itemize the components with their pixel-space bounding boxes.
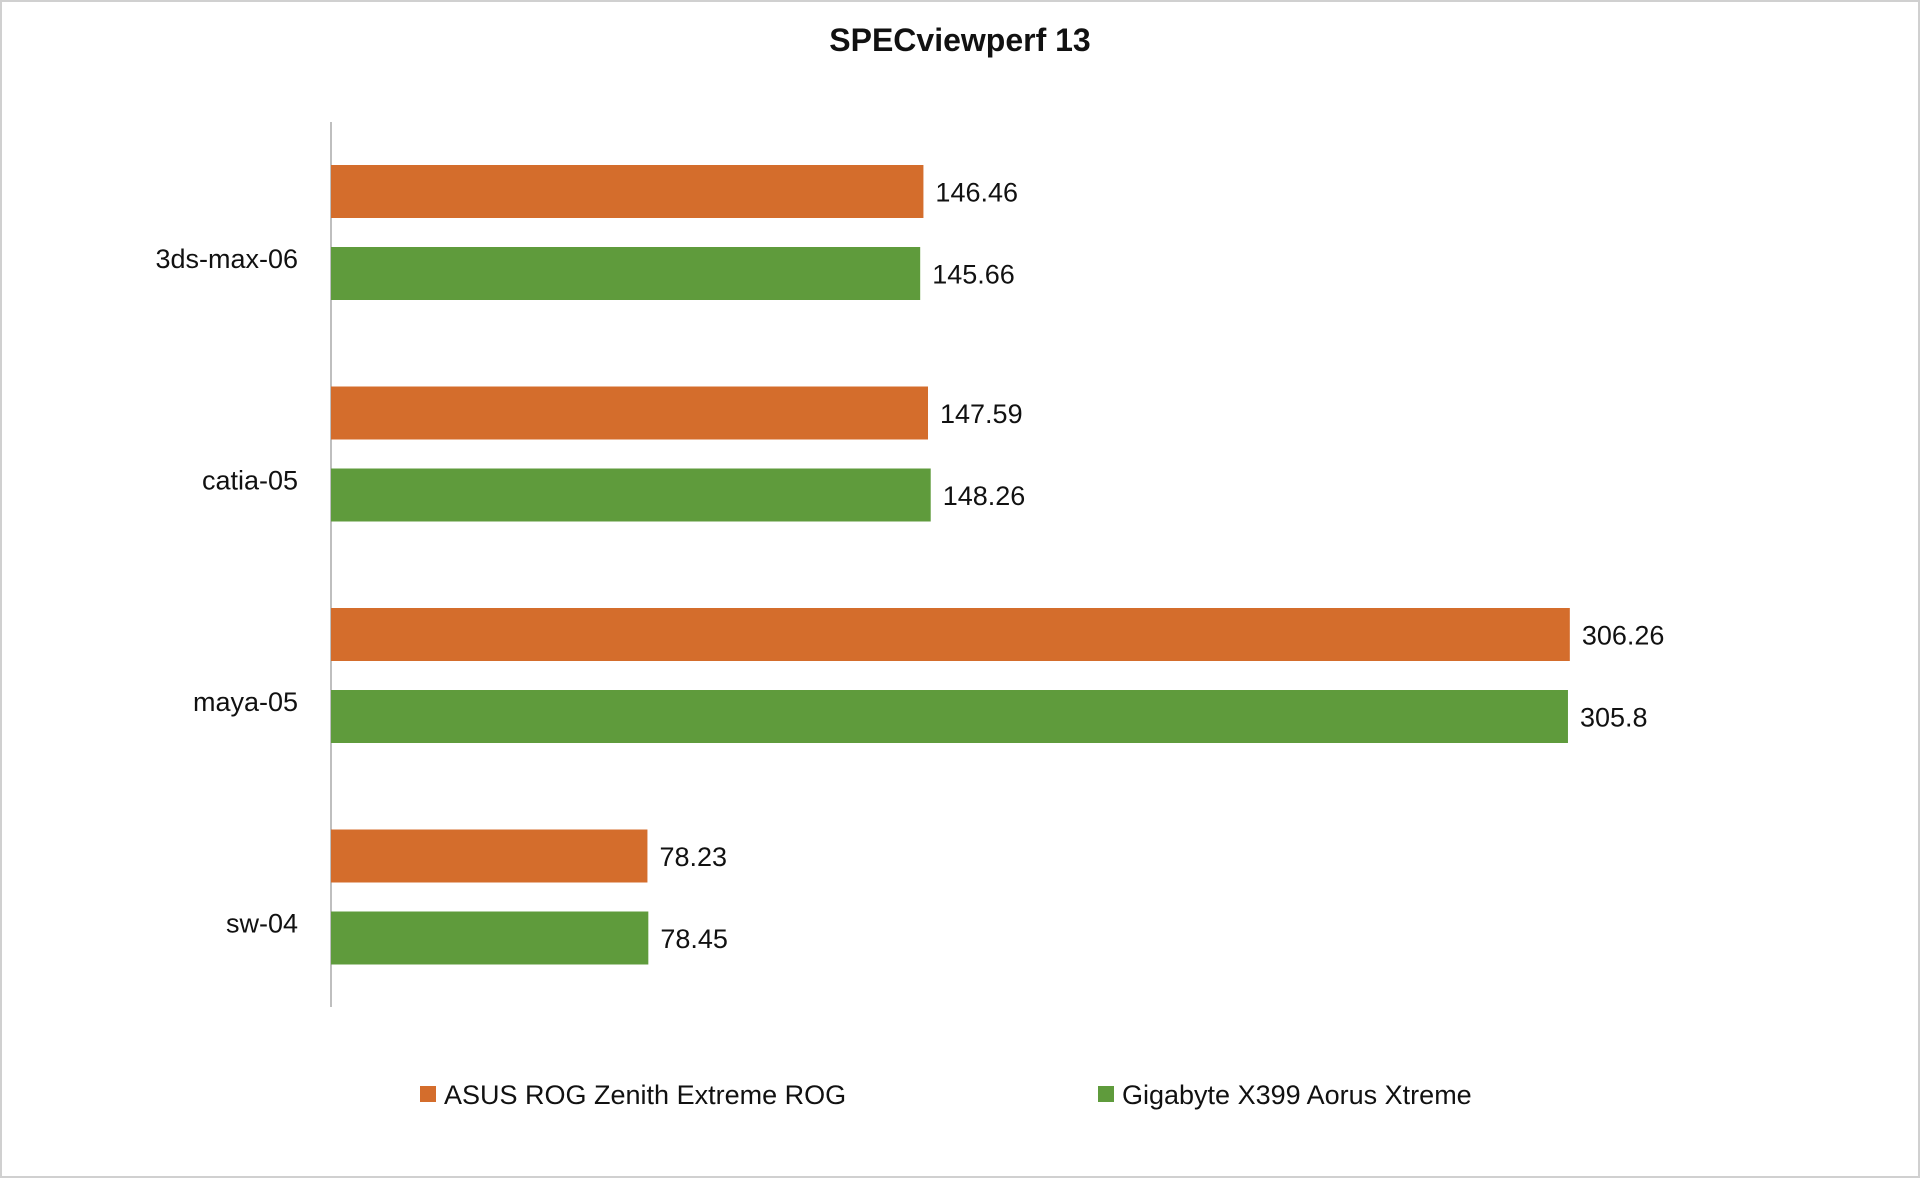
data-label: 306.26: [1582, 621, 1665, 651]
category-label: 3ds-max-06: [155, 244, 298, 274]
legend-swatch: [1098, 1086, 1114, 1102]
chart-title: SPECviewperf 13: [829, 22, 1090, 58]
data-label: 147.59: [940, 399, 1023, 429]
legend-label: Gigabyte X399 Aorus Xtreme: [1122, 1080, 1472, 1110]
bar-gigabyte: [331, 690, 1568, 743]
bar-gigabyte: [331, 911, 649, 965]
data-label: 78.23: [659, 842, 727, 872]
bar-asus: [331, 608, 1570, 661]
data-label: 146.46: [935, 178, 1018, 208]
data-label: 148.26: [943, 481, 1026, 511]
data-label: 305.8: [1580, 703, 1648, 733]
legend-swatch: [420, 1086, 436, 1102]
bar-asus: [331, 829, 648, 883]
bar-asus: [331, 165, 924, 218]
category-label: sw-04: [226, 909, 298, 939]
bar-asus: [331, 386, 929, 440]
category-label: catia-05: [202, 466, 298, 496]
bar-gigabyte: [331, 468, 931, 522]
legend-label: ASUS ROG Zenith Extreme ROG: [444, 1080, 846, 1110]
bar-gigabyte: [331, 247, 921, 300]
data-label: 78.45: [660, 924, 728, 954]
category-label: maya-05: [193, 687, 298, 717]
data-label: 145.66: [932, 260, 1015, 290]
